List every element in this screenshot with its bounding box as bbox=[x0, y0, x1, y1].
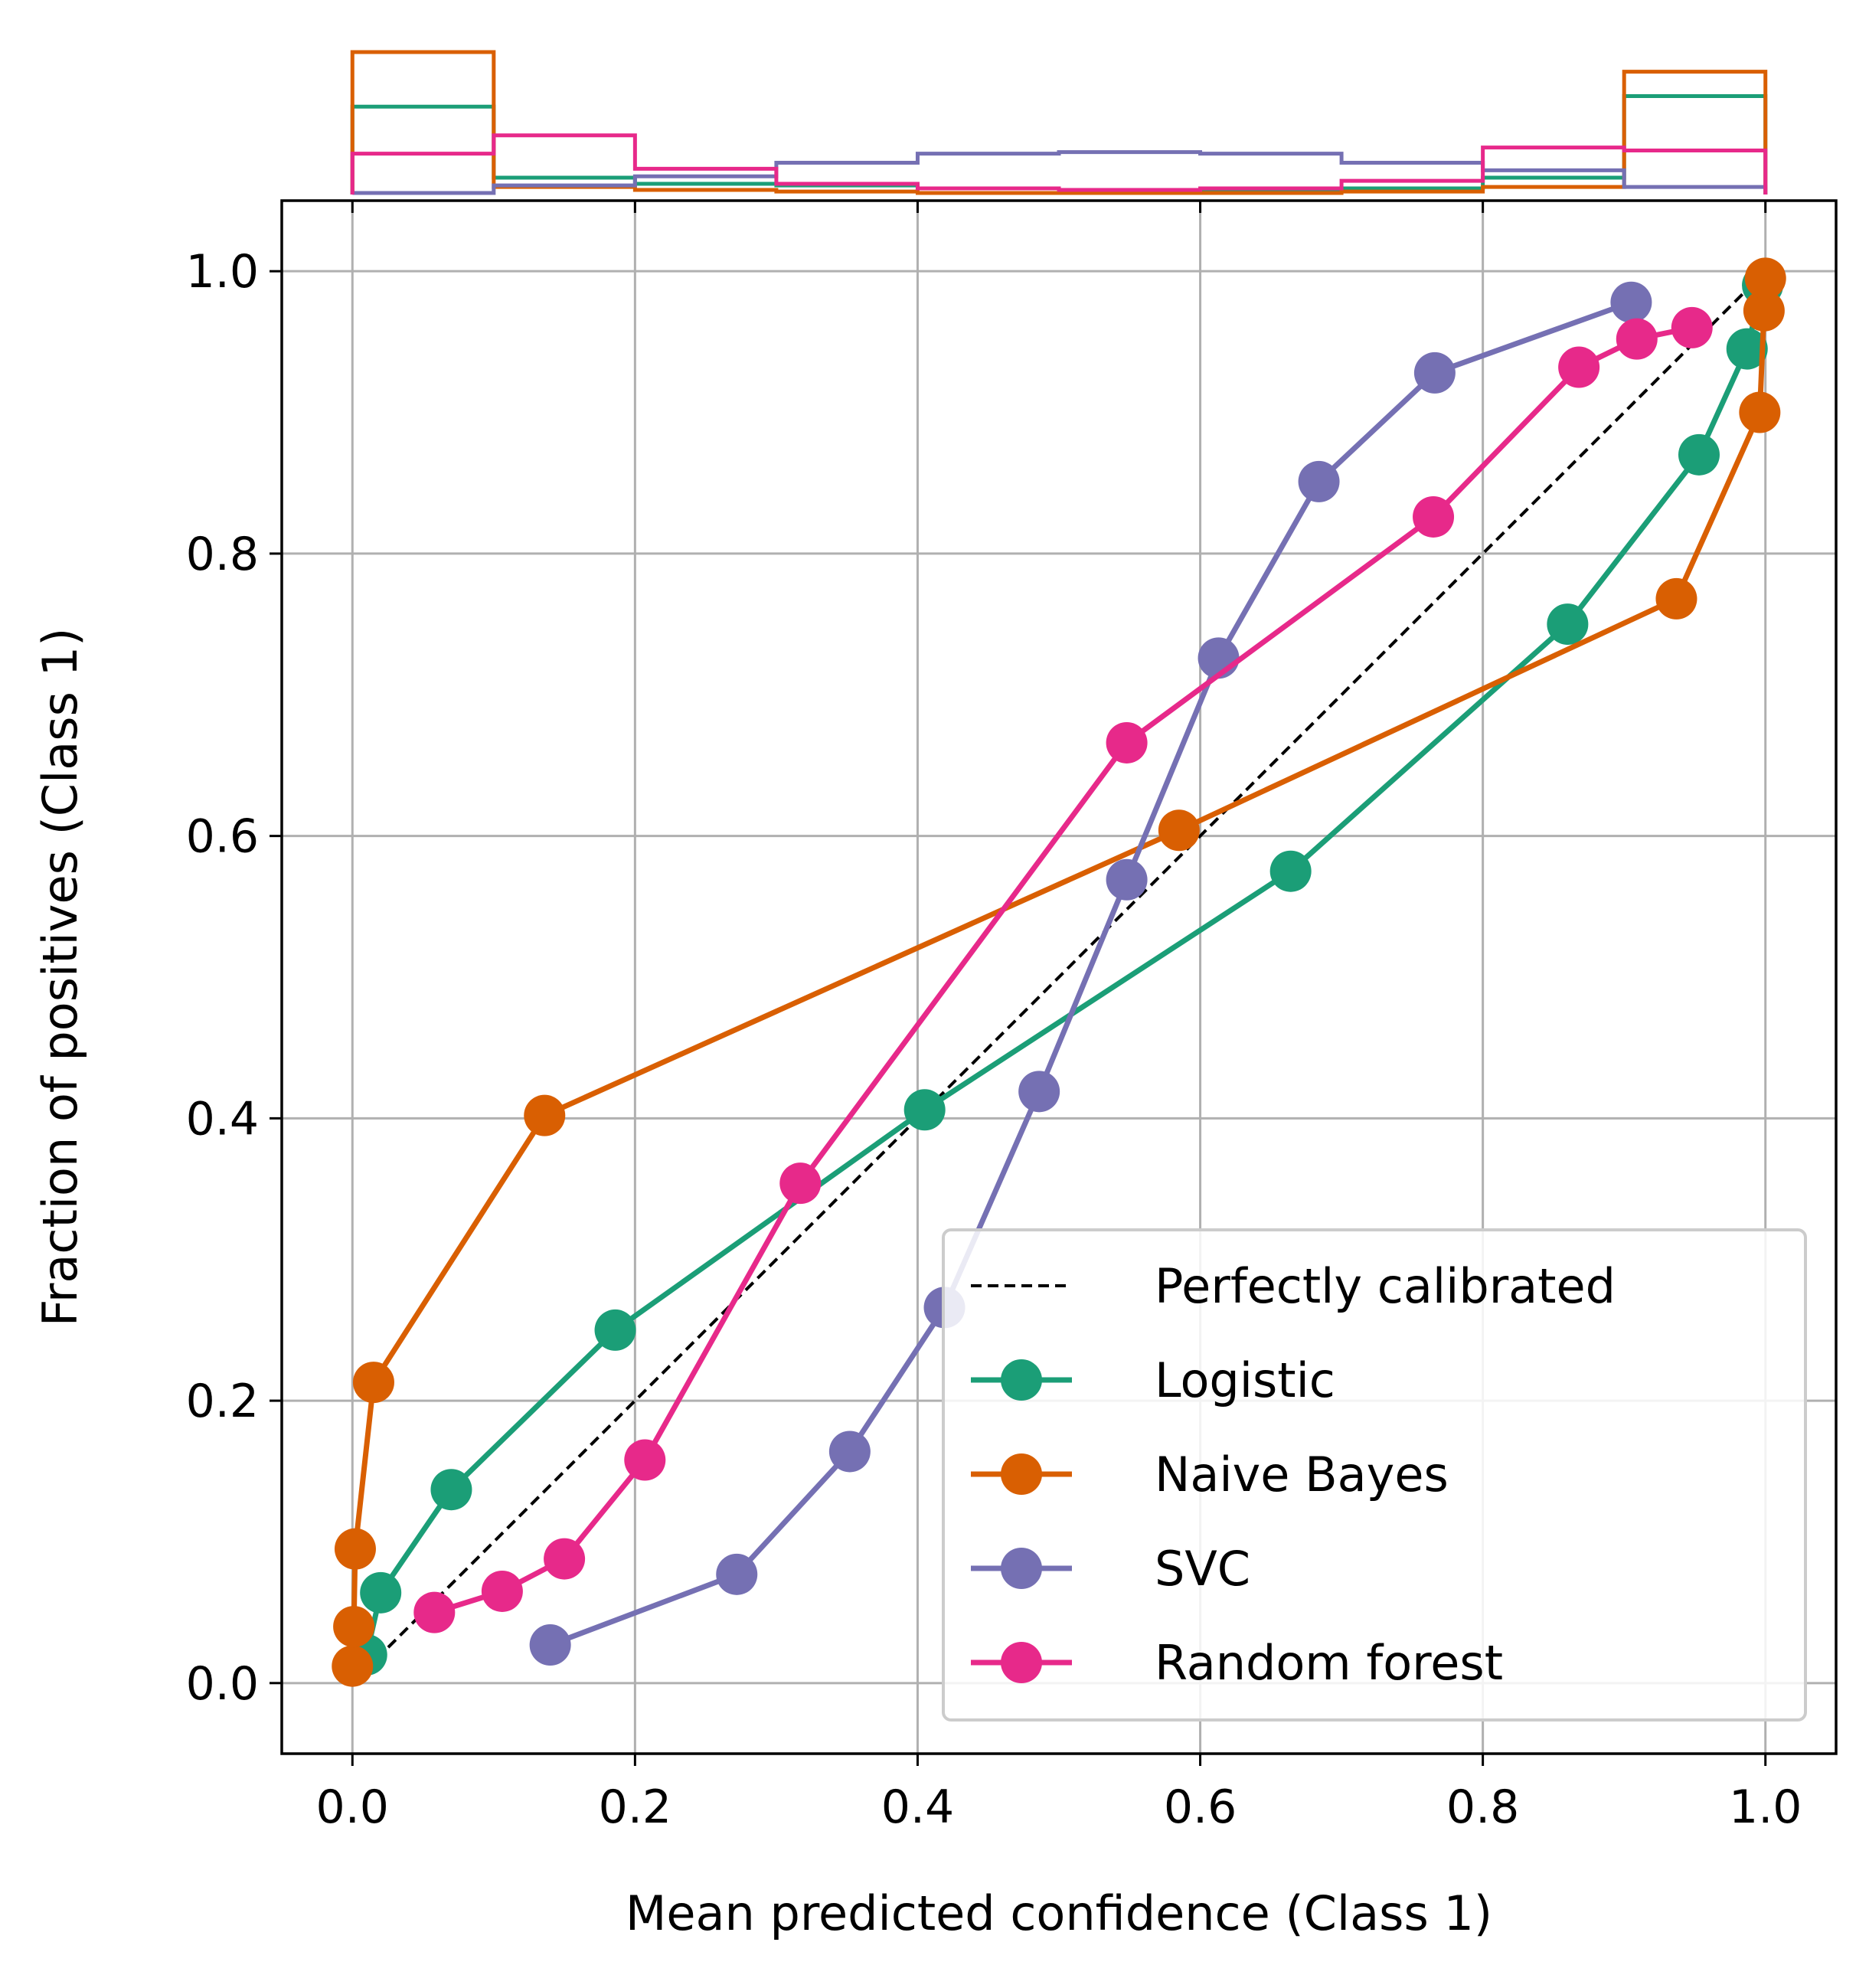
data-point-naive-bayes bbox=[1743, 289, 1785, 332]
data-point-svc bbox=[716, 1553, 758, 1595]
data-point-random-forest bbox=[413, 1591, 456, 1633]
data-point-logistic bbox=[1726, 328, 1768, 370]
data-point-random-forest bbox=[1616, 318, 1658, 360]
perfectly-calibrated-line bbox=[351, 270, 1767, 1685]
legend-marker bbox=[1001, 1642, 1042, 1683]
data-point-random-forest bbox=[1413, 495, 1455, 538]
data-point-naive-bayes bbox=[333, 1606, 375, 1648]
x-tick-label: 0.4 bbox=[881, 1780, 954, 1834]
series-group bbox=[332, 257, 1786, 1687]
y-tick-label: 0.8 bbox=[186, 528, 259, 581]
data-point-svc bbox=[529, 1624, 571, 1666]
plot-frame bbox=[280, 199, 1838, 1755]
series-svc bbox=[529, 281, 1652, 1666]
x-axis-title: Mean predicted confidence (Class 1) bbox=[626, 1885, 1492, 1941]
data-point-logistic bbox=[594, 1309, 636, 1351]
legend-marker bbox=[1001, 1359, 1042, 1401]
legend-label: Random forest bbox=[1155, 1635, 1503, 1691]
x-tick-label: 1.0 bbox=[1729, 1780, 1802, 1834]
data-point-logistic bbox=[430, 1469, 472, 1511]
data-point-logistic bbox=[1678, 433, 1720, 476]
data-point-svc bbox=[1413, 351, 1456, 394]
x-tick-label: 0.2 bbox=[599, 1780, 671, 1834]
data-point-random-forest bbox=[1106, 721, 1148, 763]
data-point-svc bbox=[1298, 460, 1340, 502]
data-point-logistic bbox=[360, 1571, 402, 1614]
histogram-step-random-forest bbox=[350, 133, 1768, 195]
histogram-panel bbox=[350, 50, 1768, 195]
ticks: 0.0 0.2 0.4 0.6 0.8 1.0 0.0 0.2 0.4 0.6 0.8 1.0 bbox=[186, 201, 1802, 1834]
y-axis-title: Fraction of positives (Class 1) bbox=[32, 628, 88, 1327]
histogram-random-forest bbox=[350, 133, 1768, 195]
data-point-random-forest bbox=[624, 1439, 666, 1481]
legend-label: Naive Bayes bbox=[1155, 1447, 1449, 1502]
series-naive-bayes bbox=[332, 257, 1786, 1687]
y-tick-label: 0.0 bbox=[186, 1657, 259, 1711]
data-point-random-forest bbox=[779, 1162, 822, 1205]
histogram-svc bbox=[350, 150, 1768, 195]
data-point-naive-bayes bbox=[1744, 257, 1786, 299]
data-point-random-forest bbox=[481, 1570, 523, 1612]
data-point-svc bbox=[1018, 1071, 1060, 1113]
data-point-logistic bbox=[1547, 603, 1589, 646]
legend: Perfectly calibrated Logistic Naive Bayes S… bbox=[942, 1228, 1807, 1722]
legend-item-naive-bayes: Naive Bayes bbox=[971, 1447, 1449, 1502]
legend-marker bbox=[1001, 1453, 1042, 1495]
data-point-naive-bayes bbox=[352, 1362, 394, 1404]
histogram-step-svc bbox=[350, 150, 1768, 195]
series-line-random-forest bbox=[433, 325, 1693, 1615]
data-point-svc bbox=[1610, 281, 1652, 323]
legend-item-logistic: Logistic bbox=[971, 1352, 1335, 1408]
legend-item-perfectly-calibrated: Perfectly calibrated bbox=[971, 1258, 1616, 1314]
legend-box bbox=[942, 1228, 1807, 1722]
y-tick-label: 1.0 bbox=[186, 245, 259, 299]
data-point-svc bbox=[828, 1431, 871, 1473]
y-tick-label: 0.2 bbox=[186, 1375, 259, 1428]
series-random-forest bbox=[413, 306, 1713, 1633]
data-point-naive-bayes bbox=[1158, 809, 1200, 852]
y-tick-label: 0.4 bbox=[186, 1092, 259, 1146]
legend-label: Perfectly calibrated bbox=[1155, 1258, 1616, 1314]
series-line-naive-bayes bbox=[349, 278, 1769, 1666]
legend-marker bbox=[1001, 1548, 1042, 1589]
legend-label: Logistic bbox=[1155, 1352, 1335, 1408]
data-point-naive-bayes bbox=[1655, 577, 1697, 620]
data-point-naive-bayes bbox=[524, 1094, 566, 1136]
data-point-naive-bayes bbox=[1739, 391, 1781, 433]
data-point-svc bbox=[1106, 858, 1148, 901]
x-tick-label: 0.8 bbox=[1446, 1780, 1519, 1834]
data-point-naive-bayes bbox=[334, 1528, 376, 1570]
legend-label: SVC bbox=[1155, 1541, 1250, 1597]
y-tick-label: 0.6 bbox=[186, 810, 259, 864]
reference-line-group bbox=[351, 270, 1767, 1685]
series-logistic bbox=[345, 264, 1784, 1676]
legend-item-svc: SVC bbox=[971, 1541, 1250, 1597]
series-line-svc bbox=[549, 299, 1632, 1648]
data-point-logistic bbox=[1269, 850, 1312, 892]
x-tick-label: 0.6 bbox=[1164, 1780, 1237, 1834]
data-point-random-forest bbox=[544, 1538, 586, 1580]
series-line-logistic bbox=[364, 284, 1766, 1656]
data-point-naive-bayes bbox=[332, 1645, 374, 1687]
legend-item-random-forest: Random forest bbox=[971, 1635, 1503, 1691]
data-point-random-forest bbox=[1671, 306, 1713, 348]
data-point-random-forest bbox=[1558, 346, 1600, 388]
data-point-logistic bbox=[903, 1089, 946, 1131]
x-tick-label: 0.0 bbox=[316, 1780, 389, 1834]
